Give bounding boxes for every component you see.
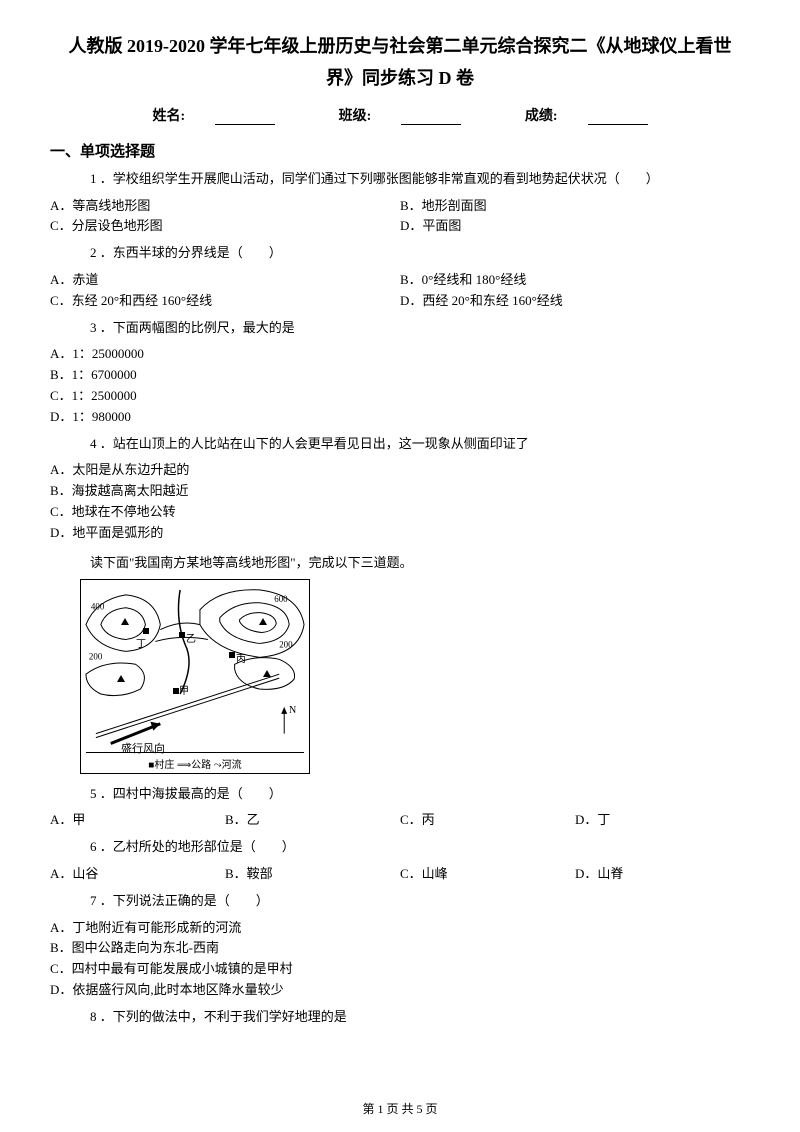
question-8: 8 ．下列的做法中，不利于我们学好地理的是: [50, 1007, 750, 1028]
q6-optD: D．山脊: [575, 864, 750, 885]
page-footer: 第 1 页 共 5 页: [0, 1100, 800, 1117]
question-2: 2 ．东西半球的分界线是（ ） A．赤道 B．0°经线和 180°经线 C．东经…: [50, 243, 750, 311]
q3-text: 3 ．下面两幅图的比例尺，最大的是: [50, 318, 750, 339]
question-6: 6 ．乙村所处的地形部位是（ ） A．山谷 B．鞍部 C．山峰 D．山脊: [50, 837, 750, 885]
q1-optA: A．等高线地形图: [50, 196, 400, 217]
question-7: 7 ．下列说法正确的是（ ） A．丁地附近有可能形成新的河流 B．图中公路走向为…: [50, 891, 750, 1001]
svg-text:600: 600: [274, 593, 288, 603]
map-svg: 400 200 600 200: [81, 580, 309, 773]
label-yi: 乙: [186, 630, 196, 645]
north-label: N: [289, 705, 296, 716]
name-blank: [215, 124, 275, 125]
village-yi: [179, 632, 185, 638]
q2-optB: B．0°经线和 180°经线: [400, 270, 750, 291]
q5-optD: D．丁: [575, 810, 750, 831]
q3-optA: A．1：25000000: [50, 344, 750, 365]
q4-optD: D．地平面是弧形的: [50, 523, 750, 544]
passage-1: 读下面"我国南方某地等高线地形图"，完成以下三道题。: [50, 552, 750, 571]
class-label: 班级:: [339, 109, 372, 124]
q7-optC: C．四村中最有可能发展成小城镇的是甲村: [50, 959, 750, 980]
peak-marker: [263, 670, 271, 677]
q8-text: 8 ．下列的做法中，不利于我们学好地理的是: [50, 1007, 750, 1028]
q1-optC: C．分层设色地形图: [50, 216, 400, 237]
q4-optB: B．海拔越高离太阳越近: [50, 481, 750, 502]
q2-optD: D．西经 20°和东经 160°经线: [400, 291, 750, 312]
q5-optB: B．乙: [225, 810, 400, 831]
q3-optD: D．1：980000: [50, 407, 750, 428]
q5-optC: C．丙: [400, 810, 575, 831]
svg-text:400: 400: [91, 601, 105, 611]
question-4: 4 ．站在山顶上的人比站在山下的人会更早看见日出，这一现象从侧面印证了 A．太阳…: [50, 434, 750, 544]
q3-optB: B．1：6700000: [50, 365, 750, 386]
q7-optA: A．丁地附近有可能形成新的河流: [50, 918, 750, 939]
svg-text:200: 200: [279, 639, 293, 649]
q7-text: 7 ．下列说法正确的是（ ）: [50, 891, 750, 912]
q3-optC: C．1：2500000: [50, 386, 750, 407]
q4-optA: A．太阳是从东边升起的: [50, 460, 750, 481]
q6-optA: A．山谷: [50, 864, 225, 885]
q4-optC: C．地球在不停地公转: [50, 502, 750, 523]
peak-marker: [117, 675, 125, 682]
q6-optC: C．山峰: [400, 864, 575, 885]
q1-optB: B．地形剖面图: [400, 196, 750, 217]
q2-text: 2 ．东西半球的分界线是（ ）: [50, 243, 750, 264]
name-label: 姓名:: [152, 109, 185, 124]
map-legend: ■村庄 ⟹公路 ⤳河流: [86, 752, 304, 771]
q1-text: 1 ．学校组织学生开展爬山活动，同学们通过下列哪张图能够非常直观的看到地势起伏状…: [50, 169, 750, 190]
question-3: 3 ．下面两幅图的比例尺，最大的是 A．1：25000000 B．1：67000…: [50, 318, 750, 428]
title-line1: 人教版 2019-2020 学年七年级上册历史与社会第二单元综合探究二《从地球仪…: [50, 30, 750, 62]
section-1-header: 一、单项选择题: [50, 140, 750, 161]
q4-text: 4 ．站在山顶上的人比站在山下的人会更早看见日出，这一现象从侧面印证了: [50, 434, 750, 455]
village-ding: [143, 628, 149, 634]
question-1: 1 ．学校组织学生开展爬山活动，同学们通过下列哪张图能够非常直观的看到地势起伏状…: [50, 169, 750, 237]
q7-optD: D．依据盛行风向,此时本地区降水量较少: [50, 980, 750, 1001]
svg-text:200: 200: [89, 651, 103, 661]
class-blank: [401, 124, 461, 125]
q2-optA: A．赤道: [50, 270, 400, 291]
title-line2: 界》同步练习 D 卷: [50, 62, 750, 94]
q6-optB: B．鞍部: [225, 864, 400, 885]
peak-marker: [121, 618, 129, 625]
village-bing: [229, 652, 235, 658]
label-ding: 丁: [136, 635, 146, 650]
student-info-line: 姓名: 班级: 成绩:: [50, 105, 750, 125]
question-5: 5 ．四村中海拔最高的是（ ） A．甲 B．乙 C．丙 D．丁: [50, 784, 750, 832]
score-blank: [588, 124, 648, 125]
q1-optD: D．平面图: [400, 216, 750, 237]
contour-map: 400 200 600 200 丁 乙 丙 甲 盛行风向 N ■村庄 ⟹公路 ⤳…: [80, 579, 310, 774]
q5-text: 5 ．四村中海拔最高的是（ ）: [50, 784, 750, 805]
q6-text: 6 ．乙村所处的地形部位是（ ）: [50, 837, 750, 858]
score-label: 成绩:: [525, 109, 558, 124]
q2-optC: C．东经 20°和西经 160°经线: [50, 291, 400, 312]
document-title: 人教版 2019-2020 学年七年级上册历史与社会第二单元综合探究二《从地球仪…: [50, 30, 750, 95]
q5-optA: A．甲: [50, 810, 225, 831]
peak-marker: [259, 618, 267, 625]
label-jia: 甲: [179, 682, 189, 697]
q7-optB: B．图中公路走向为东北-西南: [50, 938, 750, 959]
label-bing: 丙: [236, 650, 246, 665]
